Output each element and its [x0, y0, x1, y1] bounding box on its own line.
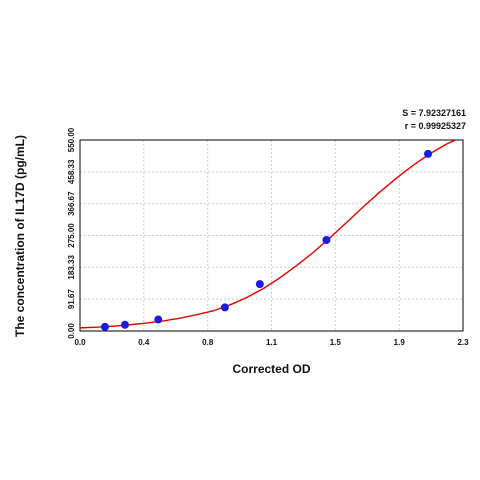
y-axis-label: The concentration of IL17D (pg/mL)	[13, 134, 27, 338]
x-axis-label: Corrected OD	[232, 362, 311, 376]
plot-area	[79, 139, 464, 332]
x-tick-label: 1.1	[266, 338, 278, 347]
data-point	[100, 322, 109, 331]
s-statistic: S = 7.92327161	[402, 108, 466, 118]
y-tick-label: 550.00	[67, 127, 76, 152]
y-tick-label: 0.00	[67, 323, 76, 339]
data-point	[154, 315, 163, 324]
data-points	[100, 149, 433, 331]
y-tick-label: 366.67	[67, 191, 76, 216]
data-point	[424, 149, 433, 158]
x-tick-label: 2.3	[457, 338, 469, 347]
x-tick-label: 0.0	[74, 338, 86, 347]
data-point	[322, 236, 331, 245]
y-tick-label: 458.33	[67, 159, 76, 184]
x-tick-label: 1.5	[330, 338, 342, 347]
y-tick-label: 183.33	[67, 255, 76, 280]
data-point	[220, 303, 229, 312]
y-tick-label: 275.00	[67, 223, 76, 248]
x-tick-label: 1.9	[394, 338, 406, 347]
grid	[79, 139, 464, 332]
y-tick-label: 91.67	[67, 289, 76, 310]
x-axis: 0.0 0.4 0.8 1.1 1.5 1.9 2.3	[74, 338, 469, 347]
x-tick-label: 0.4	[138, 338, 150, 347]
r-statistic: r = 0.99925327	[404, 121, 466, 131]
data-point	[120, 320, 129, 329]
fit-curve-layer	[80, 140, 458, 329]
y-axis: 0.00 91.67 183.33 275.00 366.67 458.33 550.00	[67, 127, 76, 339]
x-tick-label: 0.8	[202, 338, 214, 347]
fit-curve	[80, 140, 458, 329]
data-point	[255, 280, 264, 289]
